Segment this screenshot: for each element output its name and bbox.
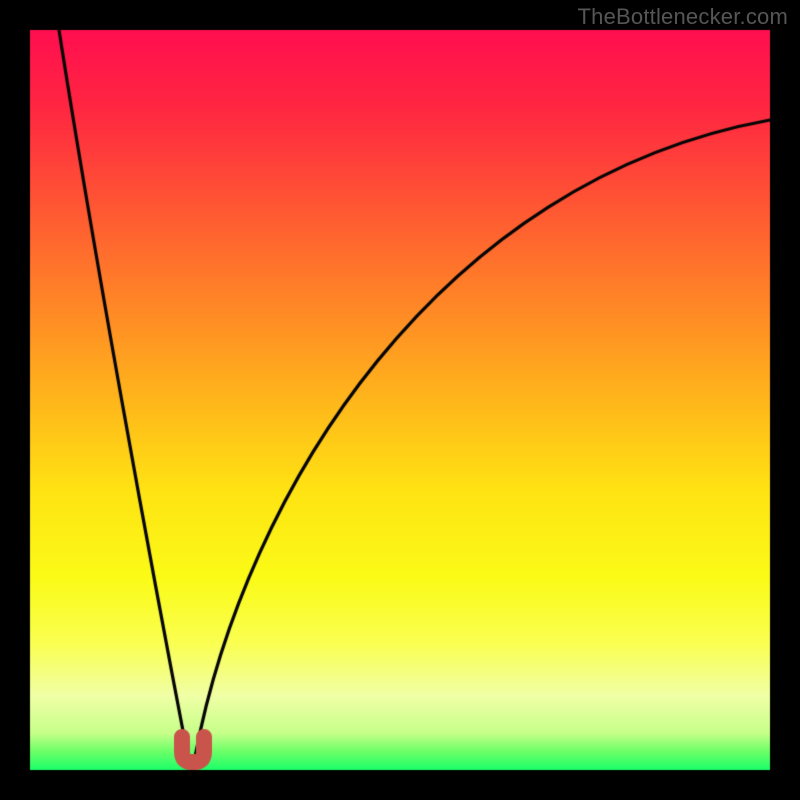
chart-root: TheBottlenecker.com	[0, 0, 800, 800]
watermark-text: TheBottlenecker.com	[578, 4, 788, 30]
bottleneck-gradient-chart	[0, 0, 800, 800]
